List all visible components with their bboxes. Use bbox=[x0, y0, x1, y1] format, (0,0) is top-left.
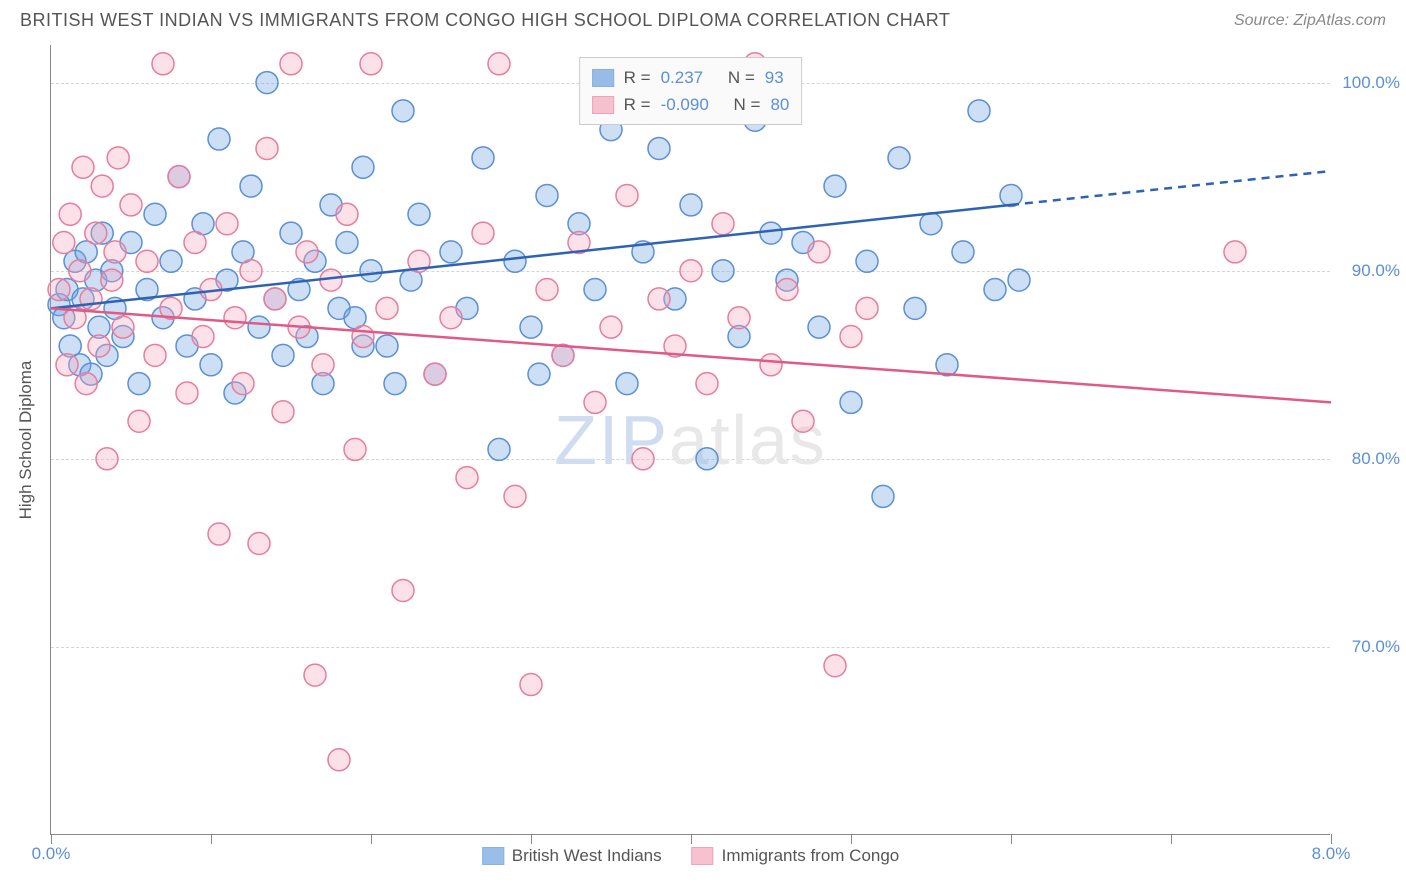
legend-row-1: R = -0.090 N = 80 bbox=[592, 91, 790, 118]
legend-item-0: British West Indians bbox=[482, 846, 662, 866]
x-tick-label: 0.0% bbox=[32, 844, 71, 864]
chart-source: Source: ZipAtlas.com bbox=[1234, 12, 1386, 30]
r-value-1: -0.090 bbox=[661, 91, 709, 118]
legend-swatch-0 bbox=[592, 69, 614, 87]
r-label: R = bbox=[624, 64, 651, 91]
regression-lines bbox=[51, 45, 1330, 834]
chart-container: High School Diploma 70.0%80.0%90.0%100.0… bbox=[50, 45, 1330, 835]
n-value-1: 80 bbox=[770, 91, 789, 118]
legend-swatch-bottom-1 bbox=[692, 847, 714, 865]
x-tick-label: 8.0% bbox=[1312, 844, 1351, 864]
n-label: N = bbox=[728, 64, 755, 91]
series-legend: British West Indians Immigrants from Con… bbox=[482, 846, 900, 866]
n-label: N = bbox=[734, 91, 761, 118]
y-tick-label: 90.0% bbox=[1352, 261, 1400, 281]
chart-header: BRITISH WEST INDIAN VS IMMIGRANTS FROM C… bbox=[0, 0, 1406, 36]
legend-swatch-bottom-0 bbox=[482, 847, 504, 865]
y-axis-label: High School Diploma bbox=[16, 360, 36, 519]
plot-area: High School Diploma 70.0%80.0%90.0%100.0… bbox=[50, 45, 1330, 835]
n-value-0: 93 bbox=[765, 64, 784, 91]
y-tick-label: 80.0% bbox=[1352, 449, 1400, 469]
legend-swatch-1 bbox=[592, 96, 614, 114]
r-value-0: 0.237 bbox=[661, 64, 704, 91]
chart-title: BRITISH WEST INDIAN VS IMMIGRANTS FROM C… bbox=[20, 10, 950, 31]
legend-row-0: R = 0.237 N = 93 bbox=[592, 64, 790, 91]
legend-label-1: Immigrants from Congo bbox=[722, 846, 900, 866]
legend-label-0: British West Indians bbox=[512, 846, 662, 866]
y-tick-label: 70.0% bbox=[1352, 637, 1400, 657]
r-label: R = bbox=[624, 91, 651, 118]
legend-item-1: Immigrants from Congo bbox=[692, 846, 900, 866]
correlation-legend: R = 0.237 N = 93 R = -0.090 N = 80 bbox=[579, 57, 803, 125]
y-tick-label: 100.0% bbox=[1342, 73, 1400, 93]
